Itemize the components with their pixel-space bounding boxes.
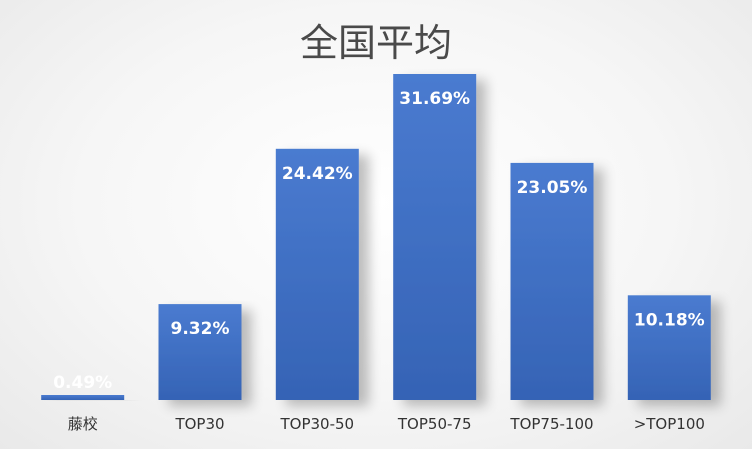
bar-2: [275, 148, 359, 400]
bar-3: [393, 74, 477, 400]
data-label-3: 31.69%: [399, 89, 470, 109]
data-label-4: 23.05%: [517, 178, 588, 198]
bar-4: [510, 162, 594, 400]
data-label-2: 24.42%: [282, 164, 353, 184]
x-tick-label-0: 藤校: [68, 415, 98, 433]
bar-group: [41, 74, 711, 400]
bar-0: [41, 395, 125, 400]
x-tick-label-5: >TOP100: [634, 415, 705, 433]
bar-1: [158, 304, 242, 400]
data-label-1: 9.32%: [171, 319, 230, 339]
x-axis-tick-labels: 藤校 TOP30 TOP30-50 TOP50-75 TOP75-100 >TOP100: [68, 415, 705, 433]
x-tick-label-2: TOP30-50: [279, 415, 354, 433]
bar-5: [627, 295, 711, 400]
chart-title: 全国平均: [300, 21, 452, 65]
x-tick-label-1: TOP30: [174, 415, 224, 433]
x-tick-label-4: TOP75-100: [509, 415, 593, 433]
data-label-group: 0.49% 9.32% 24.42% 31.69% 23.05% 10.18%: [53, 89, 704, 393]
data-label-0: 0.49%: [53, 373, 112, 393]
data-label-5: 10.18%: [634, 310, 705, 330]
x-tick-label-3: TOP50-75: [397, 415, 472, 433]
